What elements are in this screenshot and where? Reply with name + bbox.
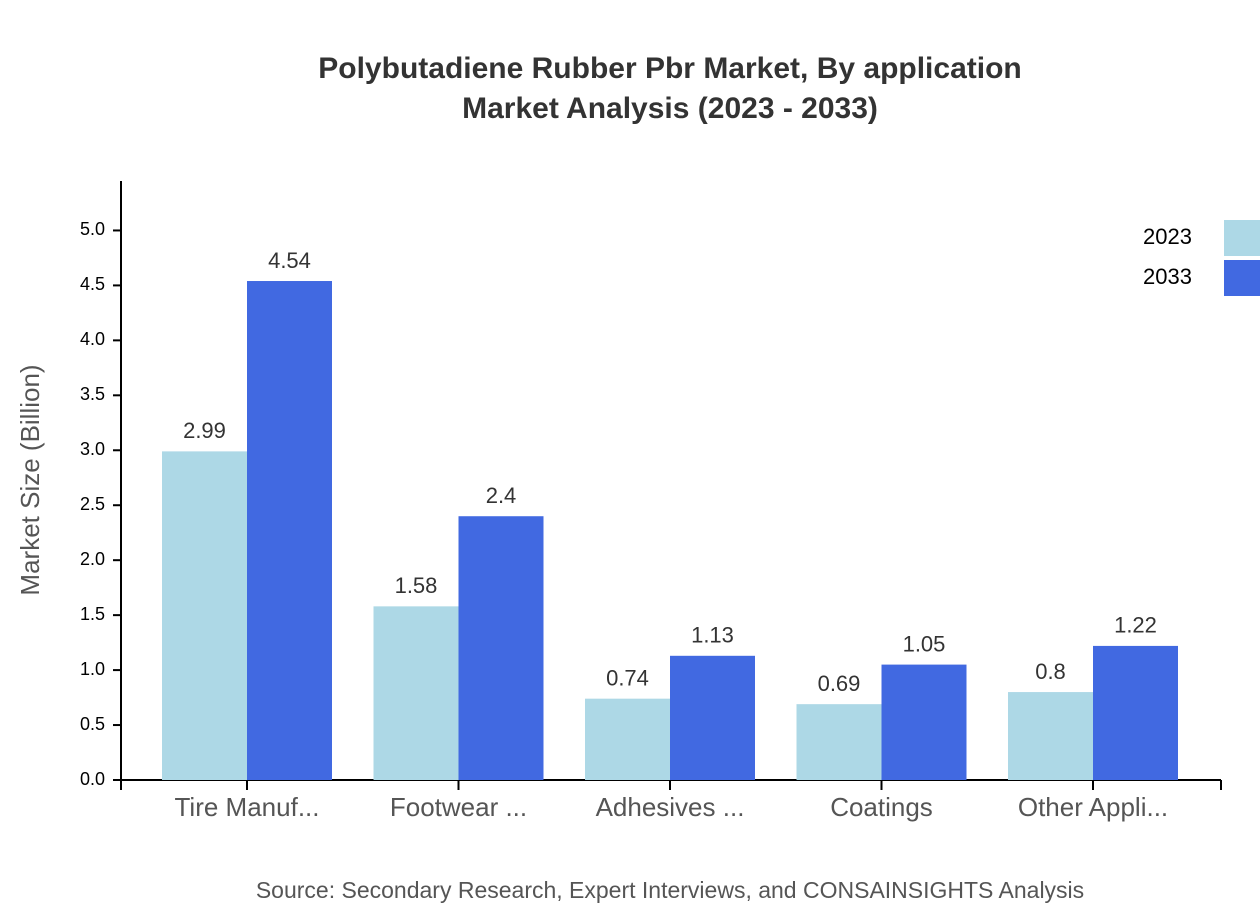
value-label: 1.13 [691,623,734,648]
y-tick-label: 2.0 [80,549,105,569]
bar [373,606,459,780]
value-label: 0.8 [1035,659,1066,684]
value-label: 2.4 [486,483,517,508]
y-tick-label: 1.0 [80,659,105,679]
value-label: 0.74 [606,665,649,690]
x-tick-label: Tire Manuf... [175,792,320,822]
bar [1008,692,1093,780]
bar [881,664,967,780]
y-tick-label: 5.0 [80,219,105,239]
x-tick-label: Adhesives ... [596,792,745,822]
legend-label: 2023 [1143,224,1192,249]
x-tick-label: Other Appli... [1018,792,1168,822]
bar [585,698,670,780]
y-tick-label: 4.5 [80,274,105,294]
bar [1093,645,1178,780]
legend-swatch [1224,260,1260,296]
value-label: 1.22 [1114,613,1157,638]
y-tick-label: 4.0 [80,329,105,349]
value-label: 0.69 [818,671,861,696]
value-label: 1.58 [395,573,438,598]
y-tick-label: 3.0 [80,439,105,459]
y-axis-label: Market Size (Billion) [15,364,45,595]
legend-swatch [1224,220,1260,256]
y-tick-label: 3.5 [80,384,105,404]
bar [162,451,247,780]
x-tick-label: Footwear ... [390,792,527,822]
bar [247,281,332,780]
legend-label: 2033 [1143,264,1192,289]
x-tick-label: Coatings [830,792,933,822]
source-note: Source: Secondary Research, Expert Inter… [256,877,1084,903]
y-tick-label: 1.5 [80,604,105,624]
bar [670,655,755,780]
bar [458,516,544,780]
value-label: 2.99 [183,418,226,443]
value-label: 1.05 [903,631,946,656]
y-tick-label: 0.0 [80,769,105,789]
value-label: 4.54 [268,248,311,273]
y-tick-label: 2.5 [80,494,105,514]
chart-subtitle: Market Analysis (2023 - 2033) [462,92,878,125]
bar [796,704,882,780]
chart-title: Polybutadiene Rubber Pbr Market, By appl… [318,52,1021,85]
y-tick-label: 0.5 [80,714,105,734]
